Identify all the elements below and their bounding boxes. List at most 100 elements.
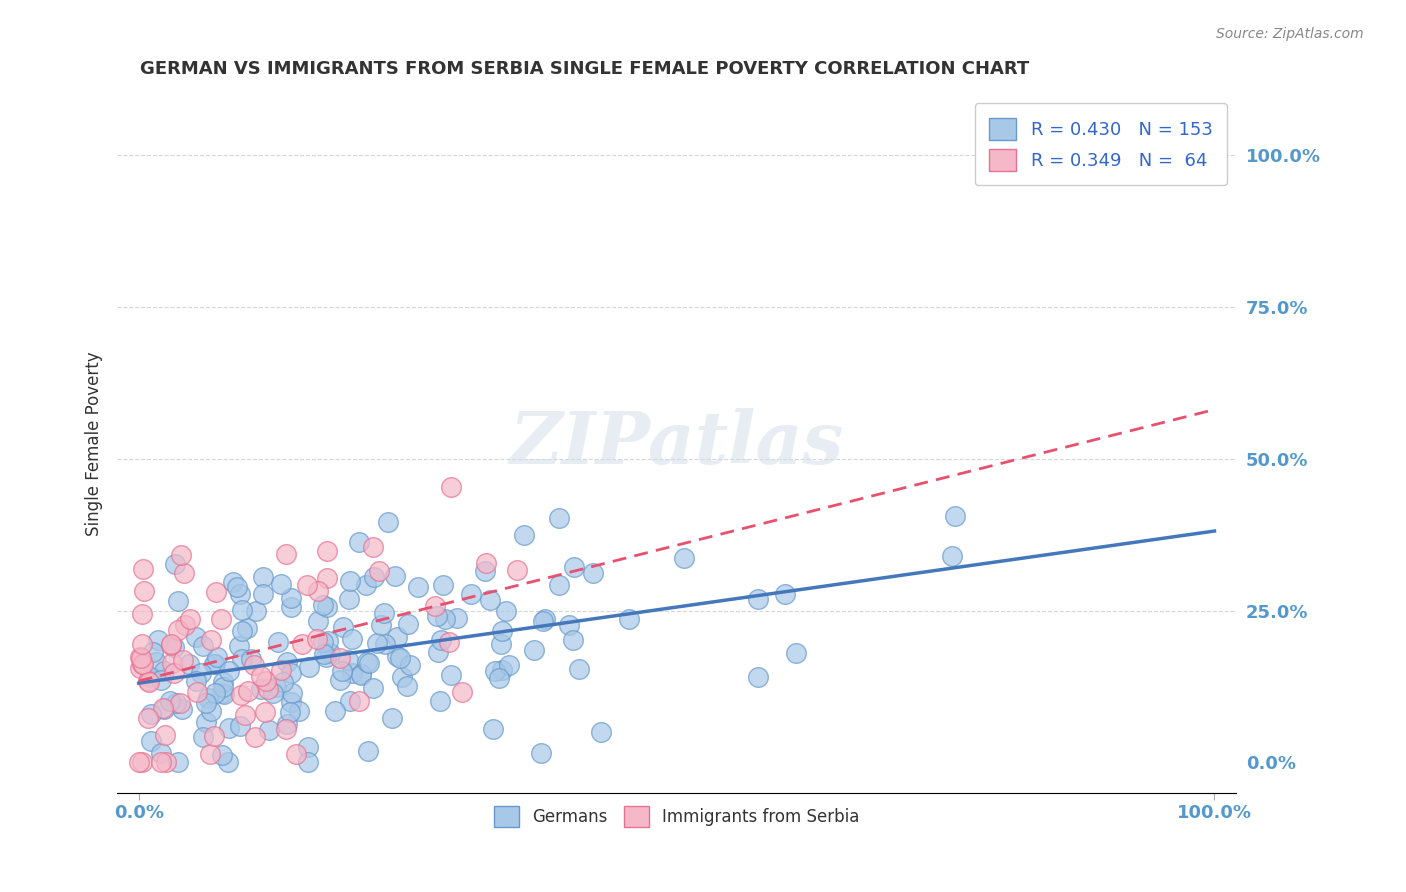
Germans [280, 599, 302, 614]
Immigrants from Serbia [136, 711, 159, 725]
Germans [356, 655, 378, 669]
Germans [212, 680, 235, 694]
Germans [218, 722, 240, 736]
Immigrants from Serbia [179, 612, 201, 626]
Germans [312, 634, 335, 648]
Immigrants from Serbia [506, 563, 529, 577]
Immigrants from Serbia [138, 675, 160, 690]
Germans [491, 624, 513, 638]
Germans [396, 679, 419, 693]
Immigrants from Serbia [291, 636, 314, 650]
Immigrants from Serbia [439, 634, 461, 648]
Immigrants from Serbia [128, 660, 150, 674]
Germans [280, 685, 302, 699]
Germans [491, 637, 513, 651]
Immigrants from Serbia [169, 696, 191, 710]
Immigrants from Serbia [136, 674, 159, 689]
Immigrants from Serbia [440, 480, 463, 494]
Germans [339, 694, 361, 708]
Immigrants from Serbia [155, 756, 177, 770]
Immigrants from Serbia [198, 747, 221, 761]
Germans [381, 711, 404, 725]
Germans [222, 574, 245, 589]
Germans [218, 664, 240, 678]
Germans [785, 646, 807, 660]
Germans [370, 618, 392, 632]
Germans [568, 662, 591, 676]
Germans [167, 756, 190, 770]
Immigrants from Serbia [254, 705, 277, 719]
Immigrants from Serbia [132, 562, 155, 576]
Immigrants from Serbia [160, 636, 183, 650]
Germans [385, 630, 408, 644]
Germans [439, 667, 461, 681]
Germans [363, 681, 385, 695]
Immigrants from Serbia [200, 632, 222, 647]
Germans [204, 685, 226, 699]
Germans [384, 569, 406, 583]
Germans [195, 715, 218, 730]
Immigrants from Serbia [149, 756, 172, 770]
Germans [350, 668, 373, 682]
Germans [534, 611, 557, 625]
Immigrants from Serbia [229, 688, 252, 702]
Germans [389, 651, 412, 665]
Germans [484, 664, 506, 678]
Germans [522, 642, 544, 657]
Germans [139, 670, 162, 684]
Immigrants from Serbia [274, 723, 297, 737]
Germans [512, 528, 534, 542]
Germans [747, 592, 769, 607]
Immigrants from Serbia [243, 730, 266, 744]
Germans [943, 509, 966, 524]
Germans [349, 534, 371, 549]
Germans [672, 550, 695, 565]
Germans [142, 645, 165, 659]
Germans [197, 690, 219, 705]
Immigrants from Serbia [284, 747, 307, 761]
Germans [491, 663, 513, 677]
Immigrants from Serbia [361, 540, 384, 554]
Germans [229, 719, 252, 733]
Germans [941, 549, 963, 564]
Germans [159, 694, 181, 708]
Immigrants from Serbia [131, 637, 153, 651]
Immigrants from Serbia [243, 657, 266, 672]
Germans [193, 730, 215, 744]
Germans [280, 591, 302, 605]
Germans [245, 604, 267, 618]
Germans [297, 756, 319, 770]
Germans [366, 636, 388, 650]
Germans [194, 696, 217, 710]
Germans [226, 580, 249, 594]
Germans [398, 658, 420, 673]
Germans [177, 657, 200, 671]
Germans [211, 748, 233, 763]
Germans [297, 739, 319, 754]
Immigrants from Serbia [128, 756, 150, 770]
Germans [228, 587, 250, 601]
Germans [363, 570, 385, 584]
Germans [191, 639, 214, 653]
Germans [429, 632, 451, 647]
Germans [149, 673, 172, 687]
Germans [391, 670, 413, 684]
Germans [298, 660, 321, 674]
Germans [773, 587, 796, 601]
Immigrants from Serbia [163, 666, 186, 681]
Germans [211, 675, 233, 690]
Germans [446, 611, 468, 625]
Immigrants from Serbia [153, 728, 176, 742]
Germans [432, 578, 454, 592]
Germans [329, 673, 352, 687]
Immigrants from Serbia [172, 653, 194, 667]
Germans [278, 705, 301, 719]
Immigrants from Serbia [451, 685, 474, 699]
Germans [200, 704, 222, 718]
Immigrants from Serbia [315, 543, 337, 558]
Germans [498, 657, 520, 672]
Germans [231, 652, 253, 666]
Text: ZIPatlas: ZIPatlas [509, 408, 844, 479]
Germans [141, 734, 163, 748]
Germans [342, 632, 364, 646]
